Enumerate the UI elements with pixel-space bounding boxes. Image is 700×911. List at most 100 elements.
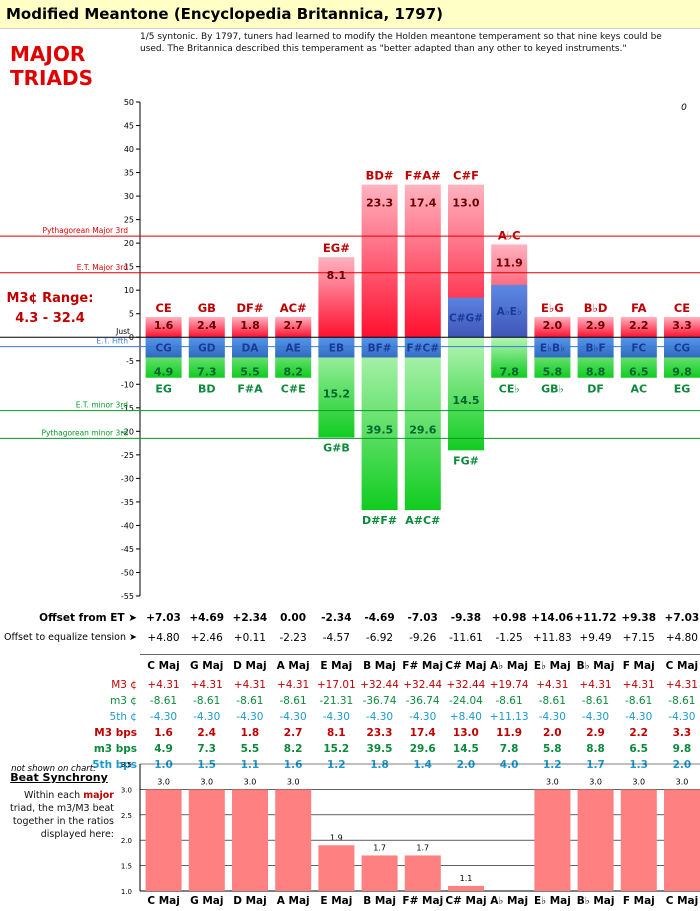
table-cell: 1.6 xyxy=(154,727,173,739)
fifth-label: F#C# xyxy=(407,342,440,354)
major-third-value: 17.4 xyxy=(409,197,436,210)
beat-x-label: F# Maj xyxy=(402,895,443,907)
beat-synchrony-title: Beat Synchrony xyxy=(10,771,108,784)
fifth-bar xyxy=(275,337,312,358)
table-cell: -8.61 xyxy=(193,695,221,707)
table-cell: -4.30 xyxy=(365,711,394,723)
bars xyxy=(145,184,700,511)
minor-third-label: G#B xyxy=(323,441,350,454)
beat-x-label: D Maj xyxy=(233,895,267,907)
table-cell: 2.4 xyxy=(197,727,216,739)
table-cell: +4.31 xyxy=(277,679,310,691)
table-cell: -8.61 xyxy=(279,695,307,707)
y-tick-label: -40 xyxy=(121,521,134,530)
table-cell: +4.80 xyxy=(147,632,180,644)
beat-y-tick-label: 1.5 xyxy=(121,863,132,871)
y-tick-label: -10 xyxy=(121,380,134,389)
table-cell: +4.31 xyxy=(665,679,698,691)
table-cell: 23.3 xyxy=(366,727,393,739)
beat-y-tick-label: 2.5 xyxy=(121,812,132,820)
major-third-value: 11.9 xyxy=(496,256,523,269)
minor-third-value: 6.5 xyxy=(629,366,649,379)
beat-bar-label: 3.0 xyxy=(546,777,559,786)
key-header: C# Maj xyxy=(445,660,487,672)
table-cell: +9.49 xyxy=(579,632,612,644)
title-bar: Modified Meantone (Encyclopedia Britanni… xyxy=(0,0,700,29)
major-third-label: EG# xyxy=(323,241,350,255)
major-third-bar xyxy=(145,316,182,338)
minor3-cents-label: m3 ¢ xyxy=(110,695,137,707)
table-cell: 15.2 xyxy=(323,743,350,755)
table-cell: 2.0 xyxy=(456,759,476,771)
major-third-label: CE xyxy=(155,301,171,315)
table-cell: -9.26 xyxy=(409,632,437,644)
major-third-label: DF# xyxy=(236,301,263,315)
beat-bar-label: 3.0 xyxy=(589,777,602,786)
table-cell: 0.00 xyxy=(280,612,307,624)
major-third-value: 23.3 xyxy=(366,197,393,210)
y-tick-label: -25 xyxy=(121,451,134,460)
offset-eq-label: Offset to equalize tension ➤ xyxy=(4,632,137,643)
beat-bar xyxy=(188,789,225,891)
y-tick-label: -35 xyxy=(121,498,134,507)
minor-third-label: DF xyxy=(587,383,604,396)
minor-third-label: BD xyxy=(198,383,216,396)
table-cell: -4.30 xyxy=(322,711,350,723)
minor-third-value: 7.3 xyxy=(197,366,217,379)
key-header: E♭ Maj xyxy=(533,660,571,672)
fifth-label: E♭B♭ xyxy=(540,342,565,354)
fifth-bar xyxy=(620,337,657,358)
reference-line-label: E.T. minor 3rd xyxy=(76,401,129,410)
table-cell: +0.98 xyxy=(491,612,527,624)
key-header: B Maj xyxy=(363,660,396,672)
major-third-bar xyxy=(232,316,268,338)
table-cell: -21.31 xyxy=(319,695,354,707)
table-cell: -8.61 xyxy=(625,695,653,707)
key-header: A Maj xyxy=(276,660,310,672)
beat-bar-label: 3.0 xyxy=(244,777,257,786)
beat-x-label: C Maj xyxy=(147,895,180,907)
key-header: C Maj xyxy=(665,660,699,672)
table-cell: -4.30 xyxy=(409,711,437,723)
table-cell: -2.23 xyxy=(279,632,307,644)
table-cell: 7.3 xyxy=(197,743,216,755)
table-cell: 1.7 xyxy=(586,759,605,771)
table-cell: +17.01 xyxy=(316,679,356,691)
table-cell: +0.11 xyxy=(233,632,266,644)
table-cell: -24.04 xyxy=(448,695,483,707)
beat-bar xyxy=(145,789,182,891)
table-cell: -4.30 xyxy=(538,711,566,723)
y-tick-label: 15 xyxy=(124,263,134,272)
major-third-bar xyxy=(318,257,355,338)
fifth-bar xyxy=(664,337,700,358)
major-third-value: 3.3 xyxy=(672,319,692,332)
major-third-bar xyxy=(188,316,225,338)
beat-y-tick-label: 3.5 xyxy=(121,761,132,769)
table-cell: 4.9 xyxy=(154,743,173,755)
table-cell: 11.9 xyxy=(496,727,523,739)
minor-third-value: 14.5 xyxy=(452,394,479,407)
y-tick-label: 25 xyxy=(124,216,134,225)
fifth-bar xyxy=(361,337,398,358)
major-third-label: FA xyxy=(631,301,647,315)
minor-third-value: 9.8 xyxy=(672,366,692,379)
table-cell: 17.4 xyxy=(409,727,436,739)
table-cell: +32.44 xyxy=(360,679,399,691)
fifth-bar xyxy=(534,337,571,358)
table-cell: -4.30 xyxy=(668,711,696,723)
key-header: G Maj xyxy=(189,660,224,672)
beat-x-label: A Maj xyxy=(277,895,310,907)
y-tick-label: 40 xyxy=(124,145,134,154)
table-cell: -9.38 xyxy=(450,612,482,624)
fifth-bar xyxy=(491,284,528,338)
major-third-label: E♭G xyxy=(541,301,564,315)
beat-bar xyxy=(318,845,355,891)
table-cell: +9.38 xyxy=(621,612,657,624)
minor-third-bar xyxy=(361,337,398,511)
table-cell: 5.5 xyxy=(240,743,260,755)
beat-bar-label: 3.0 xyxy=(287,777,300,786)
table-cell: 2.7 xyxy=(283,727,303,739)
fifth-bar xyxy=(318,337,355,358)
beat-bar xyxy=(275,789,312,891)
table-cell: +32.44 xyxy=(446,679,486,691)
